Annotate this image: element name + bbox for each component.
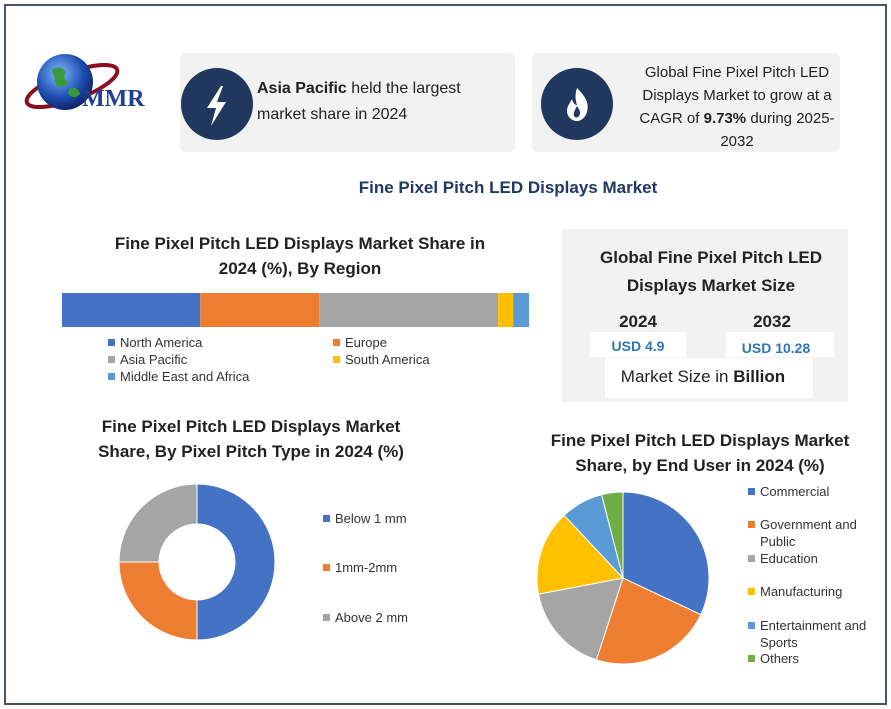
slice: [118, 561, 198, 641]
card-text: Asia Pacific held the largest market sha…: [257, 76, 507, 128]
size-unit: Market Size in Billion: [605, 367, 801, 387]
unit-text: Market Size in: [620, 367, 734, 386]
legend-label: Others: [760, 651, 800, 666]
legend-swatch: [748, 655, 755, 662]
card: [532, 53, 840, 152]
legend-swatch: [108, 356, 115, 363]
legend-swatch: [748, 521, 755, 528]
card-rest: held the largest market share in 2024: [257, 80, 461, 123]
size-title: Global Fine Pixel Pitch LED Displays Mar…: [600, 248, 822, 295]
chart-title: Fine Pixel Pitch LED Displays Market Sha…: [98, 417, 404, 461]
card-bold: Asia Pacific: [257, 80, 347, 97]
legend-label: Entertainment and Sports: [760, 618, 867, 650]
value-box: [726, 332, 834, 357]
card-after: during 2025-2032: [720, 110, 835, 150]
card-text: Global Fine Pixel Pitch LED Displays Mar…: [634, 61, 840, 153]
card: [180, 53, 515, 152]
chart-title: Fine Pixel Pitch LED Displays Market Sha…: [550, 431, 850, 475]
legend-label: Asia Pacific: [120, 352, 188, 367]
flame-icon: [567, 88, 588, 121]
legend-swatch: [333, 356, 340, 363]
slice: [537, 577, 624, 661]
chart-title: Fine Pixel Pitch LED Displays Market Sha…: [114, 234, 486, 278]
legend-swatch: [108, 339, 115, 346]
slice: [622, 491, 710, 616]
card-bold: 9.73%: [703, 110, 747, 127]
year: 2024: [619, 312, 657, 331]
legend-swatch: [333, 339, 340, 346]
legend-label: Above 2 mm: [335, 610, 408, 625]
slice: [118, 483, 198, 563]
bar-segment: [200, 293, 320, 327]
slice: [595, 577, 702, 665]
bar-segment: [498, 293, 514, 327]
legend-label: South America: [345, 352, 430, 367]
bar-segment: [62, 293, 201, 327]
legend-label: North America: [120, 335, 203, 350]
legend-label: Middle East and Africa: [120, 369, 250, 384]
logo-globe: [24, 54, 120, 110]
card-before: Global Fine Pixel Pitch LED Displays Mar…: [639, 64, 832, 127]
slice: [601, 491, 624, 579]
size-value: USD 10.28: [741, 340, 811, 356]
legend-swatch: [748, 555, 755, 562]
legend-swatch: [323, 515, 330, 522]
size-value: USD 4.9: [611, 338, 665, 354]
frame: [4, 4, 887, 705]
logo-text: MMR: [82, 86, 145, 112]
legend-swatch: [323, 614, 330, 621]
bar-segment: [513, 293, 529, 327]
legend-label: Education: [760, 551, 818, 566]
legend-label: Europe: [345, 335, 387, 350]
slice: [196, 483, 276, 641]
value-box: [590, 332, 686, 357]
lightning-icon: [207, 86, 226, 126]
legend-swatch: [748, 622, 755, 629]
year: 2032: [753, 312, 791, 331]
unit-bold: Billion: [733, 367, 786, 386]
legend-swatch: [108, 373, 115, 380]
legend-label: Commercial: [760, 484, 830, 499]
legend-label: Manufacturing: [760, 584, 843, 599]
legend-swatch: [748, 488, 755, 495]
legend-label: Below 1 mm: [335, 511, 407, 526]
slice: [536, 514, 624, 595]
legend-label: Government and Public: [760, 517, 857, 549]
bar-segment: [319, 293, 499, 327]
main-title: Fine Pixel Pitch LED Displays Market: [358, 178, 658, 197]
legend-swatch: [748, 588, 755, 595]
unit-box: [605, 358, 813, 398]
legend-label: 1mm-2mm: [335, 560, 398, 575]
legend-swatch: [323, 564, 330, 571]
